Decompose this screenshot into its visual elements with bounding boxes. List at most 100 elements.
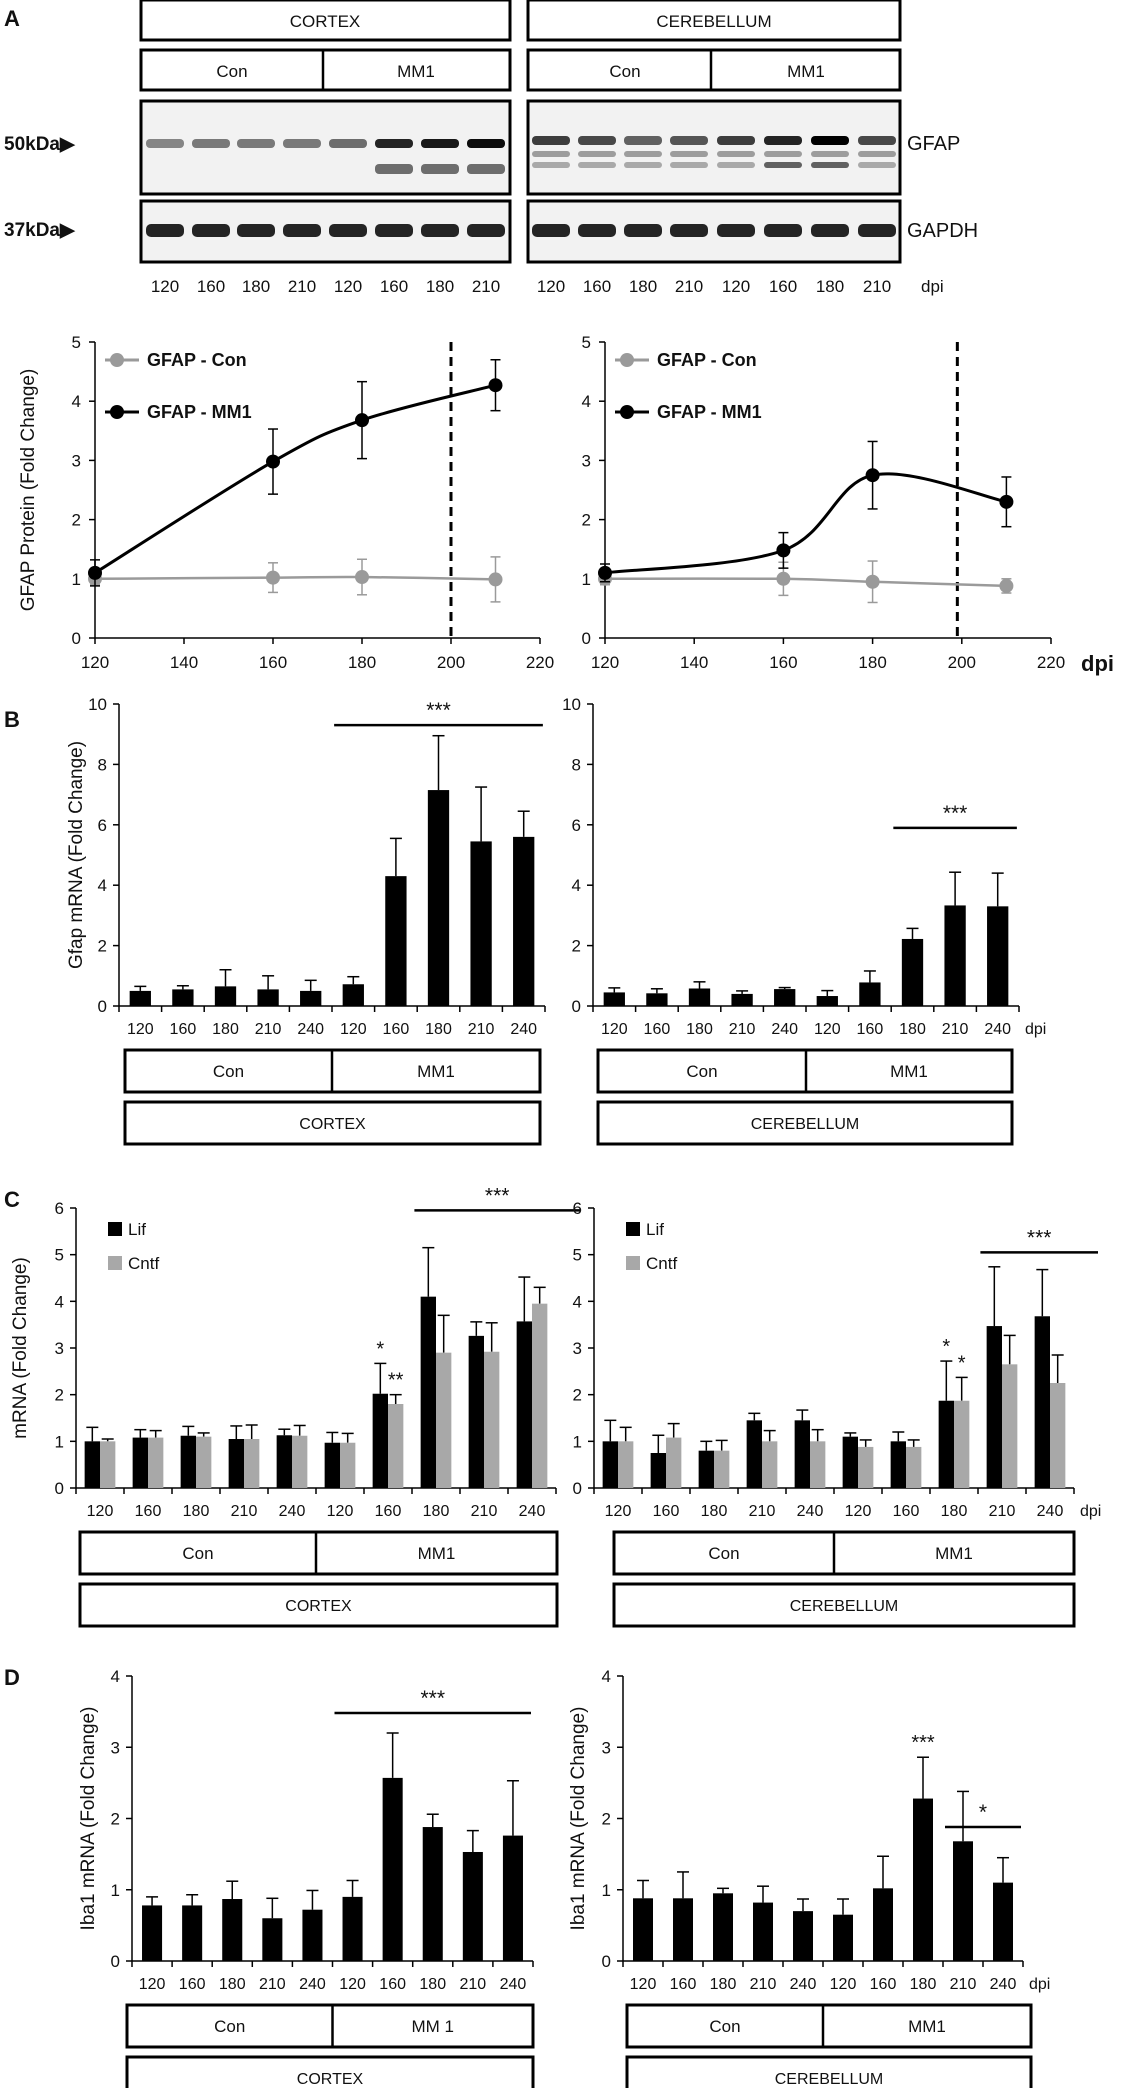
lane-label: 160 bbox=[197, 277, 225, 296]
x-tick-label: 120 bbox=[814, 1021, 841, 1038]
bar bbox=[382, 1777, 403, 1961]
y-tick-label: 2 bbox=[98, 937, 107, 956]
bar bbox=[1002, 1364, 1018, 1488]
bar bbox=[462, 1851, 483, 1961]
x-tick-label: 160 bbox=[670, 1976, 697, 1993]
lane-dpi-label: dpi bbox=[921, 277, 944, 296]
y-tick-label: 5 bbox=[72, 333, 81, 352]
bar bbox=[420, 1296, 436, 1488]
x-tick-label: 200 bbox=[437, 653, 465, 672]
y-tick-label: 0 bbox=[602, 1952, 611, 1971]
bar bbox=[300, 990, 322, 1006]
lane-label: 180 bbox=[629, 277, 657, 296]
x-unit-label: dpi bbox=[1080, 1503, 1101, 1520]
western-blot: CORTEX CEREBELLUM Con MM1 Con MM1 50kDa▶… bbox=[4, 0, 978, 296]
gapdh-band bbox=[670, 224, 708, 237]
x-tick-label: 210 bbox=[989, 1503, 1016, 1520]
bar bbox=[938, 1400, 954, 1488]
bar bbox=[746, 1420, 762, 1488]
x-unit-label: dpi bbox=[1029, 1976, 1050, 1993]
bar bbox=[484, 1351, 500, 1488]
gfap-lower-band bbox=[670, 151, 708, 157]
x-tick-label: 210 bbox=[255, 1021, 282, 1038]
gapdh-band bbox=[717, 224, 755, 237]
x-tick-label: 210 bbox=[942, 1021, 969, 1038]
gapdh-band bbox=[624, 224, 662, 237]
bar bbox=[372, 1393, 388, 1488]
gapdh-band bbox=[532, 224, 570, 237]
group-label-mm1: MM 1 bbox=[412, 2017, 455, 2036]
bar bbox=[340, 1442, 356, 1488]
gfap-band bbox=[375, 139, 413, 148]
y-tick-label: 2 bbox=[582, 511, 591, 530]
significance-mark: * bbox=[942, 1336, 950, 1358]
panel-label-b: B bbox=[4, 707, 20, 732]
x-tick-label: 180 bbox=[686, 1021, 713, 1038]
significance-mark: * bbox=[376, 1338, 384, 1360]
x-tick-label: 210 bbox=[468, 1021, 495, 1038]
data-point bbox=[999, 578, 1014, 593]
x-tick-label: 140 bbox=[170, 653, 198, 672]
bar bbox=[793, 1911, 813, 1961]
region-label: CORTEX bbox=[297, 2071, 364, 2088]
bar bbox=[468, 1335, 484, 1488]
blot-bands bbox=[146, 136, 896, 237]
bar-chart-D-right: 0 1 2 3 4 120 160 180 210 240 120 160 180 210 240 dpi Ib… bbox=[568, 1667, 1050, 2088]
legend-label: Cntf bbox=[646, 1254, 677, 1273]
blot-region-label-cerebellum: CEREBELLUM bbox=[656, 12, 771, 31]
bar bbox=[901, 938, 924, 1006]
bar bbox=[666, 1437, 682, 1488]
x-tick-label: 180 bbox=[183, 1503, 210, 1520]
x-tick-label: 180 bbox=[348, 653, 376, 672]
y-tick-label: 4 bbox=[573, 1292, 582, 1311]
y-tick-label: 5 bbox=[55, 1246, 64, 1265]
group-label-mm1: MM1 bbox=[935, 1544, 973, 1563]
x-tick-label: 160 bbox=[644, 1021, 671, 1038]
bar bbox=[502, 1835, 523, 1961]
gfap-lower-band bbox=[578, 162, 616, 168]
y-tick-label: 1 bbox=[582, 570, 591, 589]
lane-label: 160 bbox=[380, 277, 408, 296]
gfap-lower-band bbox=[811, 162, 849, 168]
legend-label: Lif bbox=[128, 1220, 146, 1239]
legend-marker bbox=[620, 405, 634, 419]
x-tick-label: 210 bbox=[471, 1503, 498, 1520]
data-point bbox=[355, 413, 369, 428]
lane-label: 160 bbox=[583, 277, 611, 296]
bar bbox=[244, 1439, 260, 1488]
x-tick-label: 180 bbox=[710, 1976, 737, 1993]
line-chart-A-left: 0 1 2 3 4 5 120 140 160 180 200 220 GFAP Protein (Fo… bbox=[18, 333, 554, 672]
data-point bbox=[355, 570, 369, 585]
bar bbox=[532, 1303, 548, 1488]
lane-label: 210 bbox=[472, 277, 500, 296]
bar bbox=[953, 1841, 973, 1961]
bar bbox=[292, 1435, 308, 1488]
y-tick-label: 1 bbox=[111, 1881, 120, 1900]
data-point bbox=[776, 571, 791, 586]
lane-label: 120 bbox=[334, 277, 362, 296]
legend-label: Lif bbox=[646, 1220, 664, 1239]
band-label-gfap: GFAP bbox=[907, 133, 960, 155]
x-tick-label: 160 bbox=[135, 1503, 162, 1520]
x-tick-label: 210 bbox=[459, 1976, 486, 1993]
blot-region-label-cortex: CORTEX bbox=[290, 12, 361, 31]
bar bbox=[753, 1902, 773, 1961]
gfap-lower-band bbox=[858, 151, 896, 157]
bar bbox=[688, 988, 711, 1006]
blot-group-label-cerebellum-con: Con bbox=[609, 62, 640, 81]
significance-label: *** bbox=[485, 1184, 510, 1207]
bar bbox=[602, 1441, 618, 1488]
gapdh-band bbox=[421, 224, 459, 237]
bar bbox=[673, 1898, 693, 1961]
x-tick-label: 140 bbox=[680, 653, 708, 672]
y-tick-label: 6 bbox=[98, 816, 107, 835]
x-tick-label: 240 bbox=[279, 1503, 306, 1520]
blot-group-label-cerebellum-mm1: MM1 bbox=[787, 62, 825, 81]
legend-swatch bbox=[108, 1256, 122, 1270]
gfap-lower-band bbox=[764, 151, 802, 157]
gfap-band bbox=[670, 136, 708, 145]
x-tick-label: 120 bbox=[830, 1976, 857, 1993]
x-tick-label: 120 bbox=[630, 1976, 657, 1993]
y-tick-label: 4 bbox=[602, 1667, 611, 1686]
